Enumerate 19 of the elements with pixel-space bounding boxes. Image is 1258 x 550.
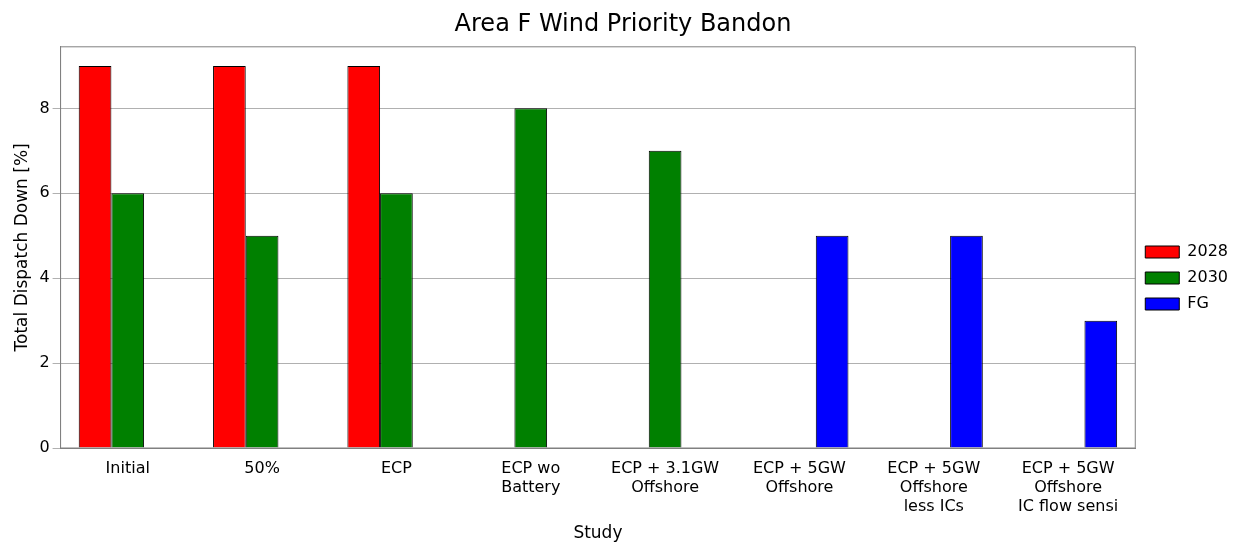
legend-label: FG	[1187, 293, 1209, 313]
x-tick-label: ECP + 5GW Offshore IC flow sensi	[1018, 457, 1119, 516]
y-tick-label: 6	[39, 182, 50, 202]
x-tick-label: ECP + 3.1GW Offshore	[611, 457, 720, 496]
y-axis-title: Total Dispatch Down [%]	[10, 143, 31, 353]
y-tick-label: 4	[39, 267, 50, 287]
x-axis-title: Study	[573, 522, 623, 543]
x-tick-label: ECP + 5GW Offshore less ICs	[887, 457, 981, 516]
legend-label: 2028	[1187, 241, 1228, 261]
x-tick-label: ECP + 5GW Offshore	[752, 457, 847, 496]
y-tick-label: 8	[39, 97, 50, 117]
y-tick-label: 2	[39, 352, 50, 372]
x-tick-label: Initial	[105, 457, 150, 477]
chart-title: Area F Wind Priority Bandon	[454, 8, 792, 37]
x-tick-label: ECP wo Battery	[501, 457, 561, 496]
y-tick-label: 0	[39, 437, 50, 457]
x-tick-label: 50%	[244, 457, 280, 477]
legend-label: 2030	[1187, 267, 1228, 287]
x-tick-label: ECP	[380, 457, 413, 477]
